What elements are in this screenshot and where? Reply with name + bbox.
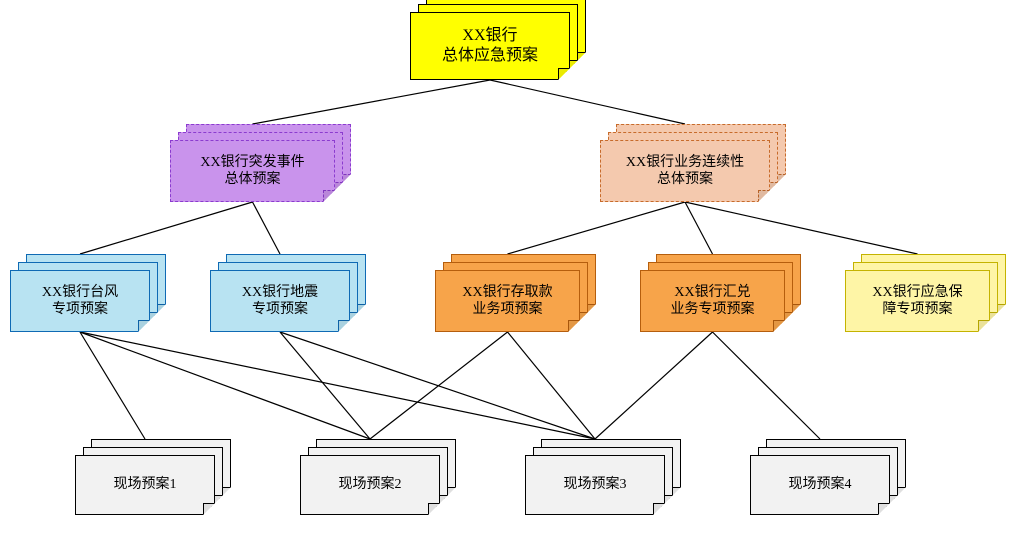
diagram-canvas: XX银行 总体应急预案XX银行突发事件 总体预案XX银行业务连续性 总体预案XX… — [0, 0, 1010, 547]
fold-corner — [773, 320, 785, 332]
fold-corner — [138, 320, 150, 332]
edge-remit-site3 — [595, 332, 713, 439]
sheet — [300, 455, 440, 515]
node-deposit: XX银行存取款 业务项预案 — [435, 270, 596, 348]
node-site2: 现场预案2 — [300, 455, 456, 531]
fold-corner — [653, 503, 665, 515]
edge-remit-site4 — [713, 332, 821, 439]
edge-earthquake-site3 — [280, 332, 595, 439]
fold-corner — [558, 68, 570, 80]
sheet — [435, 270, 580, 332]
edge-deposit-site3 — [508, 332, 596, 439]
node-root: XX银行 总体应急预案 — [410, 12, 586, 96]
sheet — [210, 270, 350, 332]
fold-corner — [203, 503, 215, 515]
node-typhoon: XX银行台风 专项预案 — [10, 270, 166, 348]
node-site1: 现场预案1 — [75, 455, 231, 531]
fold-corner — [978, 320, 990, 332]
fold-corner — [323, 190, 335, 202]
node-remit: XX银行汇兑 业务专项预案 — [640, 270, 801, 348]
fold-corner — [758, 190, 770, 202]
sheet — [75, 455, 215, 515]
sheet — [10, 270, 150, 332]
node-site4: 现场预案4 — [750, 455, 906, 531]
edge-deposit-site2 — [370, 332, 508, 439]
node-earthquake: XX银行地震 专项预案 — [210, 270, 366, 348]
sheet — [525, 455, 665, 515]
edge-earthquake-site2 — [280, 332, 370, 439]
sheet — [410, 12, 570, 80]
node-safeguard: XX银行应急保 障专项预案 — [845, 270, 1006, 348]
node-continuity: XX银行业务连续性 总体预案 — [600, 140, 786, 218]
fold-corner — [338, 320, 350, 332]
fold-corner — [878, 503, 890, 515]
edge-typhoon-site3 — [80, 332, 595, 439]
sheet — [170, 140, 335, 202]
sheet — [640, 270, 785, 332]
node-site3: 现场预案3 — [525, 455, 681, 531]
fold-corner — [568, 320, 580, 332]
sheet — [600, 140, 770, 202]
sheet — [750, 455, 890, 515]
node-emergency: XX银行突发事件 总体预案 — [170, 140, 351, 218]
edge-typhoon-site1 — [80, 332, 145, 439]
fold-corner — [428, 503, 440, 515]
sheet — [845, 270, 990, 332]
edge-typhoon-site2 — [80, 332, 370, 439]
